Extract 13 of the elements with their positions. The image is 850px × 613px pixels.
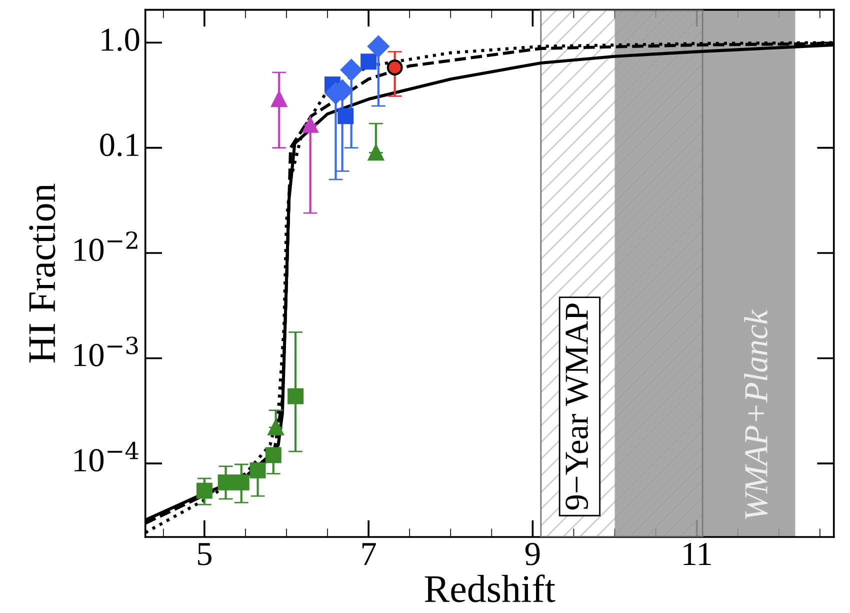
x-tick-label: 7 [362,543,376,565]
y-tick-label: 10$^{−4}$ [74,442,138,472]
x-tick-label: 11 [684,542,711,565]
band-label: WMAP+Planck [744,309,768,519]
y-tick-label: 10$^{−3}$ [74,336,138,366]
band-label: 9−Year WMAP [566,304,588,510]
x-axis-title: Redshift [424,574,556,602]
x-tick-label: 5 [198,543,212,566]
y-tick-label: 10$^{−2}$ [74,231,138,262]
y-axis-title: HI Fraction [29,184,56,362]
y-tick-label: 0.1 [100,134,138,156]
x-tick-label: 9 [525,542,540,566]
y-tick-label: 1.0 [102,28,140,52]
